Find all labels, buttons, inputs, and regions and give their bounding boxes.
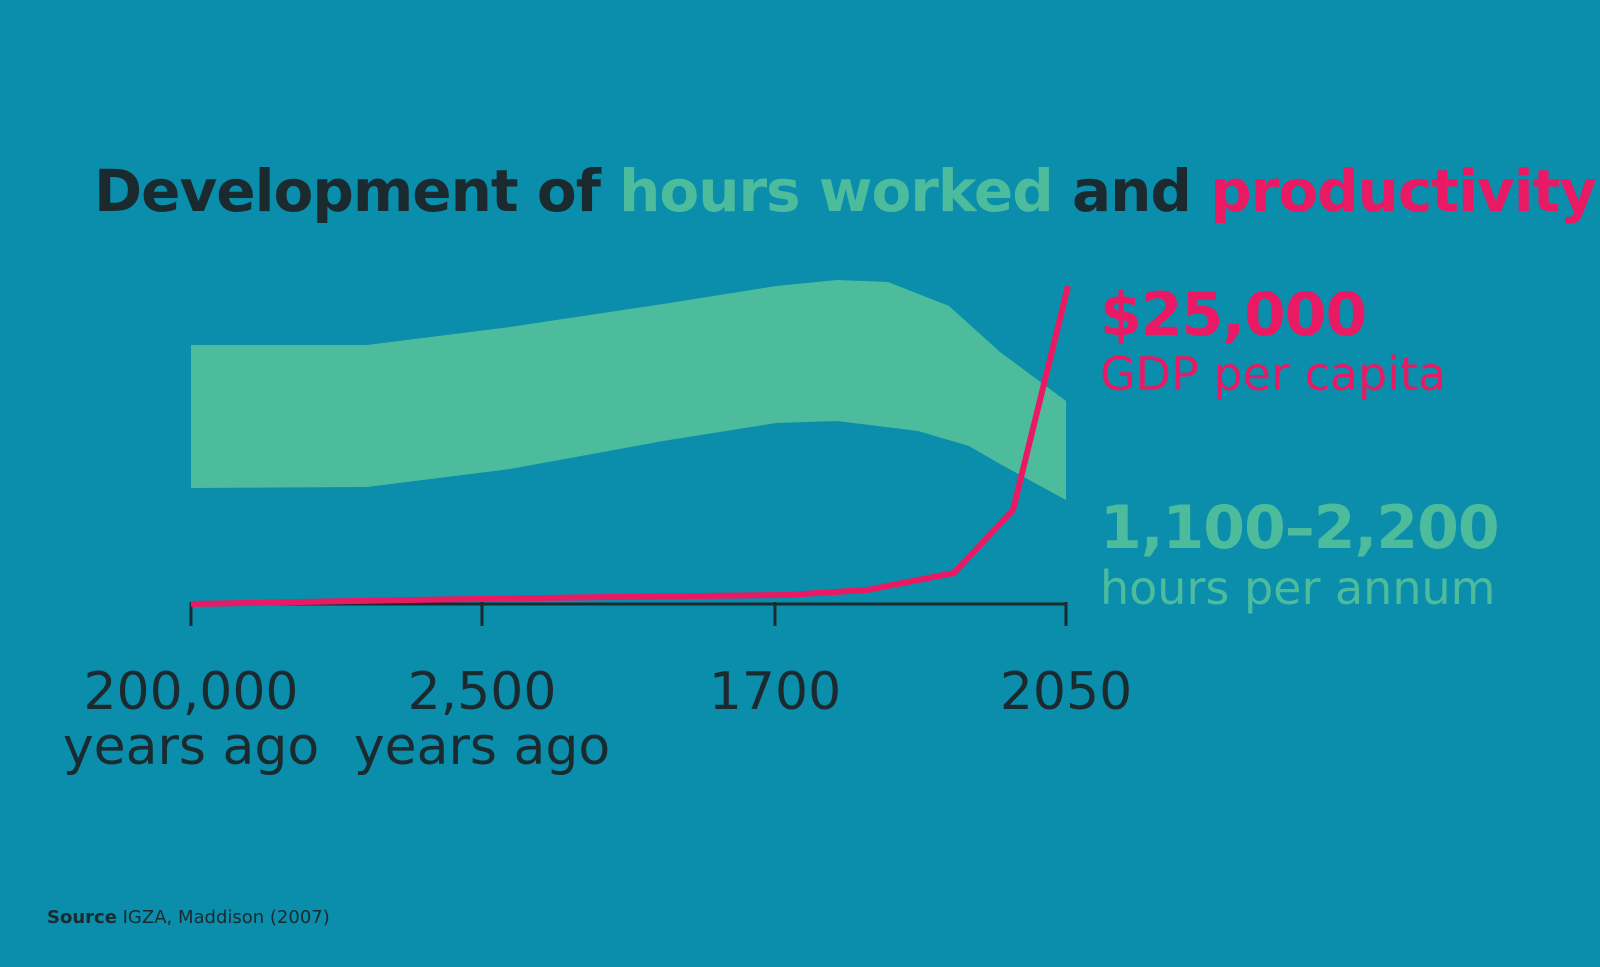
title-hours: hours worked (619, 157, 1053, 225)
x-tick-label: 200,000 (83, 662, 298, 722)
x-tick-label: years ago (354, 717, 610, 777)
title-part: and (1053, 157, 1210, 225)
title-part: Development of (94, 157, 619, 225)
x-ticks (189, 602, 1068, 626)
hours-band (191, 280, 1066, 500)
hours-value: 1,100–2,200 (1100, 493, 1499, 563)
gdp-label: GDP per capita (1100, 347, 1446, 401)
hours-label: hours per annum (1100, 561, 1495, 615)
source-label: Source (47, 907, 117, 928)
source: Source IGZA, Maddison (2007) (47, 907, 330, 928)
x-tick-label: years ago (63, 717, 319, 777)
gdp-value: $25,000 (1100, 280, 1366, 350)
source-text: IGZA, Maddison (2007) (117, 907, 330, 928)
gdp-line (190, 285, 1071, 607)
x-tick-label: 2050 (1000, 662, 1132, 722)
title-productivity: productivity (1210, 157, 1596, 225)
title: Development of hours worked and producti… (94, 157, 1596, 225)
x-tick-label: 2,500 (408, 662, 557, 722)
x-tick-label: 1700 (709, 662, 841, 722)
